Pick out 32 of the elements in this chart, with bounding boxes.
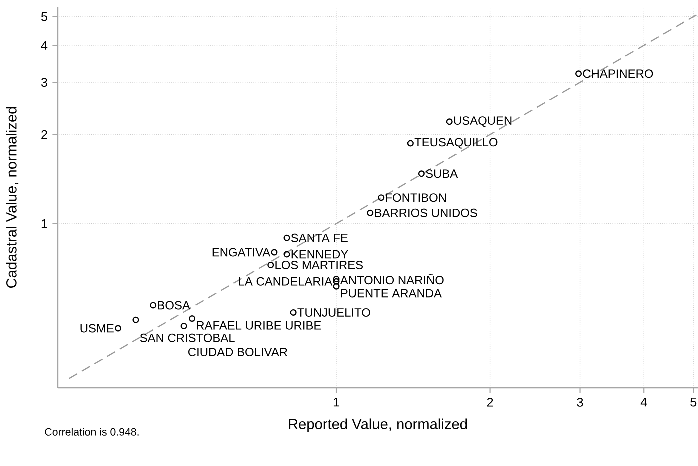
x-axis-title: Reported Value, normalized [289, 418, 468, 432]
series-label: LOS MARTIRES [276, 260, 364, 270]
x-tick-label: 5 [690, 398, 697, 407]
series-label: BOSA [158, 301, 190, 310]
series-label: SANTA FE [291, 234, 348, 242]
x-tick-label: 3 [577, 398, 584, 407]
series-label: CIUDAD BOLIVAR [188, 348, 288, 356]
y-tick-label: 2 [42, 130, 48, 140]
y-tick-label: 3 [41, 78, 48, 88]
series-label: CHAPINERO [583, 70, 654, 78]
series-label: TUNJUELITO [298, 308, 370, 317]
series-label: USME [80, 324, 114, 333]
y-tick-label: 4 [41, 41, 48, 50]
series-label: LA CANDELARIA [239, 277, 333, 286]
series-label: BARRIOS UNIDOS [375, 208, 478, 218]
series-label: SAN CRISTOBAL [140, 334, 235, 342]
text: Correlation is 0.948. [45, 428, 139, 436]
y-tick-label: 5 [41, 12, 48, 22]
series-label: USAQUEN [454, 116, 512, 128]
series-label: ANTONIO NARIÑO [340, 274, 444, 285]
series-label: ENGATIVA [212, 248, 271, 257]
series-label: KENNEDY [292, 250, 348, 259]
series-label: TEUSAQUILLO [414, 138, 498, 149]
series-label: FONTIBON [386, 194, 446, 202]
y-tick-label: 1 [42, 220, 48, 228]
x-tick-label: 2 [487, 398, 494, 407]
x-tick-label: 4 [640, 398, 648, 407]
series-label: PUENTE ARANDA [341, 289, 442, 298]
series-label: SUBA [426, 170, 458, 178]
series-label: RAFAEL URIBE URIBE [197, 322, 322, 330]
y-axis-title: Cadastral Value, normalized [6, 107, 19, 288]
x-tick-label: 1 [334, 398, 340, 407]
